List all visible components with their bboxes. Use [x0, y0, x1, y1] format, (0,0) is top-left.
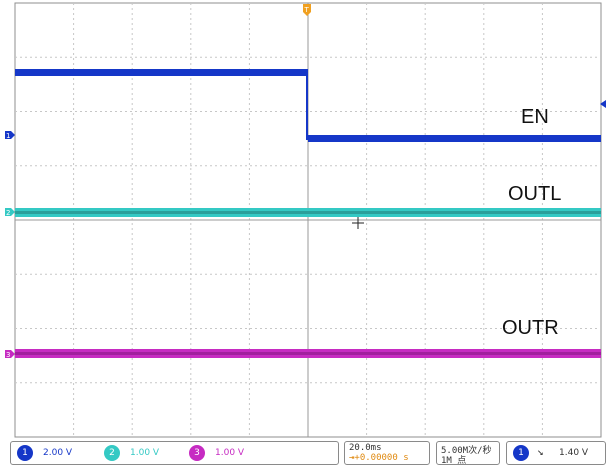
svg-text:T: T — [304, 6, 310, 14]
status-bar: 1 2.00 V 2 1.00 V 3 1.00 V 20.0ms ⇥+0.00… — [0, 439, 615, 468]
label-en: EN — [521, 106, 549, 128]
trigger-source-chip: 1 — [513, 445, 529, 461]
svg-text:1: 1 — [6, 132, 10, 140]
trigger-level: 1.40 V — [559, 448, 589, 458]
trace-ch2 — [15, 208, 601, 217]
acquisition-panel[interactable]: 5.00M次/秒 1M 点 — [436, 441, 500, 466]
falling-edge-icon: ↘ — [537, 445, 544, 458]
label-outl: OUTL — [508, 183, 562, 205]
ch2-scale[interactable]: 1.00 V — [130, 448, 160, 458]
ch2-marker[interactable]: 2 — [5, 208, 15, 217]
ch3-scale[interactable]: 1.00 V — [215, 448, 245, 458]
timebase-position: +0.00000 s — [354, 453, 409, 463]
crosshair-cursor-icon — [352, 217, 364, 229]
trigger-level-marker[interactable] — [600, 100, 606, 108]
trace-ch3 — [15, 349, 601, 358]
graticule — [14, 2, 602, 438]
ch3-marker[interactable]: 3 — [5, 350, 15, 359]
ch1-scale[interactable]: 2.00 V — [43, 448, 73, 458]
ch2-chip[interactable]: 2 — [104, 445, 120, 461]
record-length: 1M 点 — [441, 456, 467, 466]
trigger-panel[interactable]: 1 ↘ 1.40 V — [506, 441, 606, 465]
position-icon: ⇥ — [349, 453, 355, 463]
channel-scales-panel: 1 2.00 V 2 1.00 V 3 1.00 V — [10, 441, 339, 465]
svg-text:3: 3 — [6, 351, 10, 359]
horizontal-position-row: ⇥+0.00000 s — [349, 453, 409, 463]
ch3-chip[interactable]: 3 — [189, 445, 205, 461]
trigger-position-marker[interactable]: T — [303, 4, 311, 16]
timebase-panel[interactable]: 20.0ms ⇥+0.00000 s — [344, 441, 430, 465]
label-outr: OUTR — [502, 317, 559, 339]
svg-text:2: 2 — [6, 209, 10, 217]
trace-ch1 — [15, 69, 601, 142]
ch1-chip[interactable]: 1 — [17, 445, 33, 461]
ch1-marker[interactable]: 1 — [5, 131, 15, 140]
timebase-scale: 20.0ms — [349, 443, 382, 453]
sample-rate: 5.00M次/秒 — [441, 446, 492, 456]
